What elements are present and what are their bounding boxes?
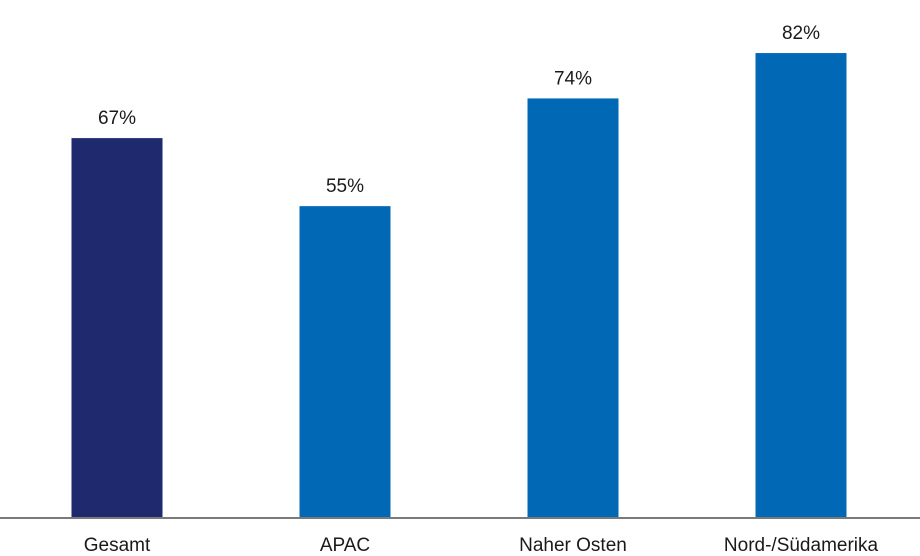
bars-group — [71, 53, 847, 519]
bar-0 — [71, 138, 163, 519]
category-label-3: Nord-/Südamerika — [724, 535, 879, 556]
bar-3 — [755, 53, 847, 519]
bar-value-label-2: 74% — [554, 68, 592, 89]
bar-1 — [299, 206, 391, 518]
category-label-0: Gesamt — [84, 535, 151, 556]
category-label-2: Naher Osten — [519, 535, 627, 556]
bar-value-label-0: 67% — [98, 108, 136, 129]
bar-value-label-3: 82% — [782, 23, 820, 44]
bar-2 — [527, 98, 619, 519]
category-label-1: APAC — [320, 535, 370, 556]
category-labels-group: Gesamt APAC Naher Osten Nord-/Südamerika — [84, 535, 879, 556]
bar-value-label-1: 55% — [326, 176, 364, 197]
value-labels-group: 67% 55% 74% 82% — [98, 23, 820, 197]
